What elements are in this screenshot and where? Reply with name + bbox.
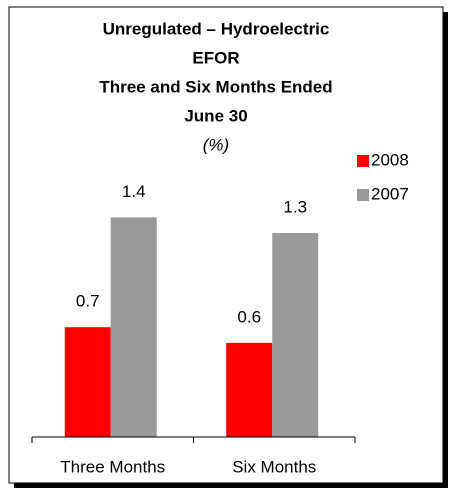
data-label: 0.7	[76, 292, 100, 311]
legend-swatch	[357, 155, 369, 167]
legend-label: 2008	[371, 150, 409, 169]
chart-title: Three and Six Months Ended	[99, 77, 332, 96]
chart-subtitle: (%)	[203, 135, 229, 154]
data-label: 1.4	[122, 182, 146, 201]
bar	[272, 233, 319, 437]
legend-swatch	[357, 189, 369, 201]
x-tick-label: Six Months	[232, 457, 316, 476]
chart-title: EFOR	[192, 48, 239, 67]
legend-label: 2007	[371, 184, 409, 203]
chart-title: Unregulated – Hydroelectric	[103, 19, 330, 38]
chart-title: June 30	[184, 106, 247, 125]
x-tick-label: Three Months	[60, 457, 165, 476]
bar	[226, 342, 273, 437]
data-label: 1.3	[283, 198, 307, 217]
data-label: 0.6	[237, 307, 261, 326]
bar	[110, 217, 157, 437]
bar	[64, 327, 111, 437]
